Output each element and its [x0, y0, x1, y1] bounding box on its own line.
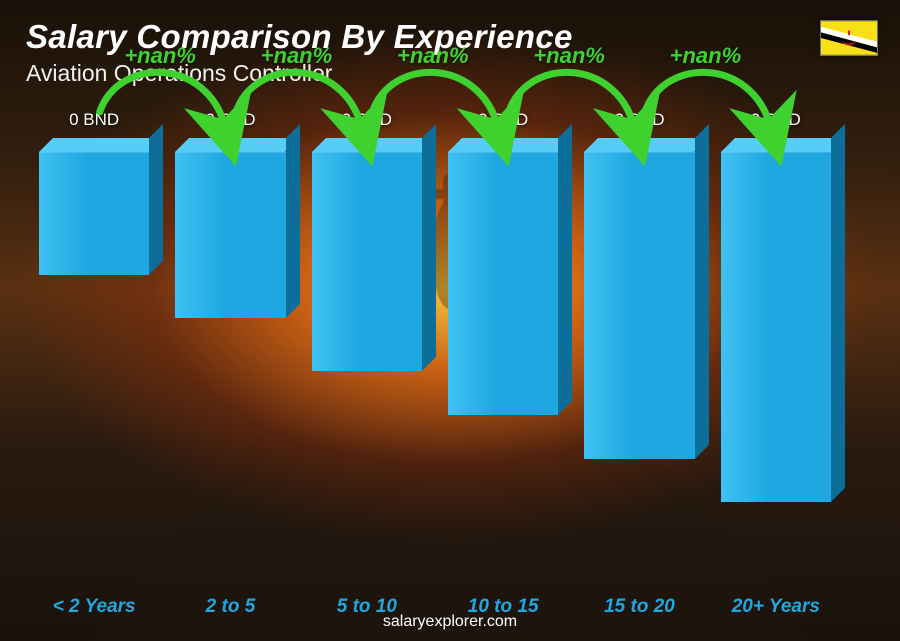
bar-top-face — [175, 138, 299, 152]
bar-slot: 0 BND15 to 20 — [575, 110, 703, 586]
bar-side-face — [286, 124, 300, 318]
bar-slot: 0 BND2 to 5 — [166, 110, 294, 586]
bar — [175, 152, 285, 318]
chart-canvas: Salary Comparison By Experience Aviation… — [0, 0, 900, 641]
bar-slot: 0 BND20+ Years — [712, 110, 840, 586]
flag-icon — [820, 20, 878, 56]
bar-slot: 0 BND< 2 Years — [30, 110, 158, 586]
bar — [584, 152, 694, 459]
bar-top-face — [448, 138, 572, 152]
bar-front-face — [39, 152, 149, 275]
bar-front-face — [312, 152, 422, 371]
bar-top-face — [721, 138, 845, 152]
bar-top-face — [312, 138, 436, 152]
bar — [448, 152, 558, 415]
bar-side-face — [422, 124, 436, 371]
delta-label: +nan% — [533, 43, 605, 69]
bar-slot: 0 BND5 to 10 — [303, 110, 431, 586]
bar-value-label: 0 BND — [478, 110, 528, 130]
bar — [721, 152, 831, 502]
bar-side-face — [149, 124, 163, 275]
bar — [39, 152, 149, 275]
bar-front-face — [721, 152, 831, 502]
footer-attribution: salaryexplorer.com — [0, 613, 900, 631]
delta-label: +nan% — [670, 43, 742, 69]
bars-container: 0 BND< 2 Years0 BND2 to 50 BND5 to 100 B… — [30, 110, 840, 586]
bar-side-face — [831, 124, 845, 502]
bar-side-face — [558, 124, 572, 415]
bar-chart: 0 BND< 2 Years0 BND2 to 50 BND5 to 100 B… — [30, 110, 840, 586]
bar — [312, 152, 422, 371]
bar-slot: 0 BND10 to 15 — [439, 110, 567, 586]
bar-value-label: 0 BND — [342, 110, 392, 130]
bar-value-label: 0 BND — [614, 110, 664, 130]
bar-front-face — [448, 152, 558, 415]
bar-value-label: 0 BND — [751, 110, 801, 130]
bar-top-face — [584, 138, 708, 152]
bar-front-face — [175, 152, 285, 318]
bar-front-face — [584, 152, 694, 459]
bar-value-label: 0 BND — [205, 110, 255, 130]
delta-label: +nan% — [261, 43, 333, 69]
delta-label: +nan% — [397, 43, 469, 69]
bar-side-face — [695, 124, 709, 459]
delta-label: +nan% — [124, 43, 196, 69]
bar-value-label: 0 BND — [69, 110, 119, 130]
bar-top-face — [39, 138, 163, 152]
